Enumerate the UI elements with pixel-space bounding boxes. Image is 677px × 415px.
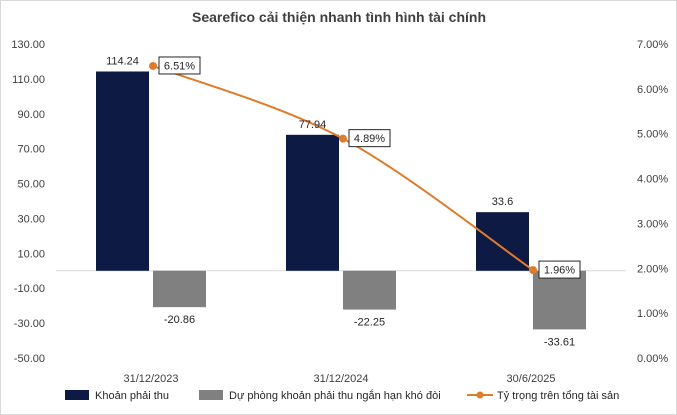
- right-axis-tick-label: 5.00%: [637, 129, 668, 141]
- right-axis-tick-label: 6.00%: [637, 84, 668, 96]
- bar-value-label: 114.24: [106, 55, 139, 67]
- line-label-box: [538, 260, 581, 279]
- left-axis-tick-label: -50.00: [14, 353, 45, 365]
- right-axis-tick-label: 0.00%: [637, 353, 668, 365]
- left-axis-tick-label: 30.00: [17, 213, 45, 225]
- legend-marker: [476, 391, 484, 399]
- left-axis-tick-label: 130.00: [11, 39, 45, 51]
- bar-value-label: -33.61: [544, 336, 575, 348]
- bar-receivables: [96, 71, 149, 271]
- line-point: [339, 134, 347, 143]
- line-point: [529, 266, 537, 275]
- legend-label: Khoản phải thu: [95, 390, 169, 402]
- line-series: 6.51% 4.89% 1.96%: [149, 56, 581, 279]
- bar-receivables: [286, 134, 339, 271]
- line-value-label: 1.96%: [544, 265, 575, 277]
- category-label: 30/6/2025: [507, 373, 556, 385]
- left-axis-tick-label: -30.00: [14, 318, 45, 330]
- line-label-box: [158, 56, 201, 75]
- bar-provision: [343, 270, 396, 310]
- left-axis-tick-label: 10.00: [17, 248, 45, 260]
- right-axis-tick-label: 4.00%: [637, 174, 668, 186]
- right-axis-ticks: 7.00% 6.00% 5.00% 4.00% 3.00% 2.00% 1.00% 0.00%: [637, 39, 668, 365]
- right-axis-tick-label: 2.00%: [637, 263, 668, 275]
- legend-label: Tỷ trọng trên tổng tài sản: [497, 390, 619, 402]
- left-axis-ticks: 130.00 110.00 90.00 70.00 50.00 30.00 10.00 -10…: [11, 39, 45, 365]
- bar-provision: [153, 270, 206, 308]
- left-axis-tick-label: 50.00: [17, 179, 45, 191]
- line-value-label: 4.89%: [354, 133, 385, 145]
- line-value-label: 6.51%: [164, 60, 195, 72]
- chart-legend: Khoản phải thu Dự phòng khoản phải thu ng…: [65, 389, 619, 402]
- left-axis-tick-label: 110.00: [12, 74, 45, 86]
- left-axis-tick-label: 70.00: [17, 144, 45, 156]
- bar-value-label: -20.86: [164, 314, 195, 326]
- category-labels: 31/12/2023 31/12/2024 30/6/2025: [123, 373, 555, 385]
- left-axis-tick-label: -10.00: [14, 283, 45, 295]
- line-point: [149, 61, 157, 70]
- right-axis-tick-label: 3.00%: [637, 218, 668, 230]
- category-label: 31/12/2024: [313, 373, 368, 385]
- chart-title: Searefico cải thiện nhanh tình hình tài …: [192, 9, 486, 25]
- bar-provision: [533, 270, 586, 330]
- left-axis-tick-label: 90.00: [17, 109, 45, 121]
- bar-value-label: 77.94: [299, 119, 327, 131]
- legend-swatch: [199, 390, 223, 400]
- category-label: 31/12/2023: [123, 373, 178, 385]
- legend-label: Dự phòng khoản phải thu ngắn hạn khó đòi: [229, 389, 441, 402]
- bar-marks: [96, 71, 586, 330]
- bar-value-label: 33.6: [492, 196, 513, 208]
- bar-data-labels: 114.24 -20.86 77.94 -22.25 33.6 -33.61: [106, 55, 575, 348]
- right-axis-tick-label: 7.00%: [637, 39, 668, 51]
- right-axis-tick-label: 1.00%: [637, 308, 668, 320]
- bar-value-label: -22.25: [354, 317, 385, 329]
- line-label-box: [348, 129, 391, 148]
- legend-swatch: [65, 390, 89, 400]
